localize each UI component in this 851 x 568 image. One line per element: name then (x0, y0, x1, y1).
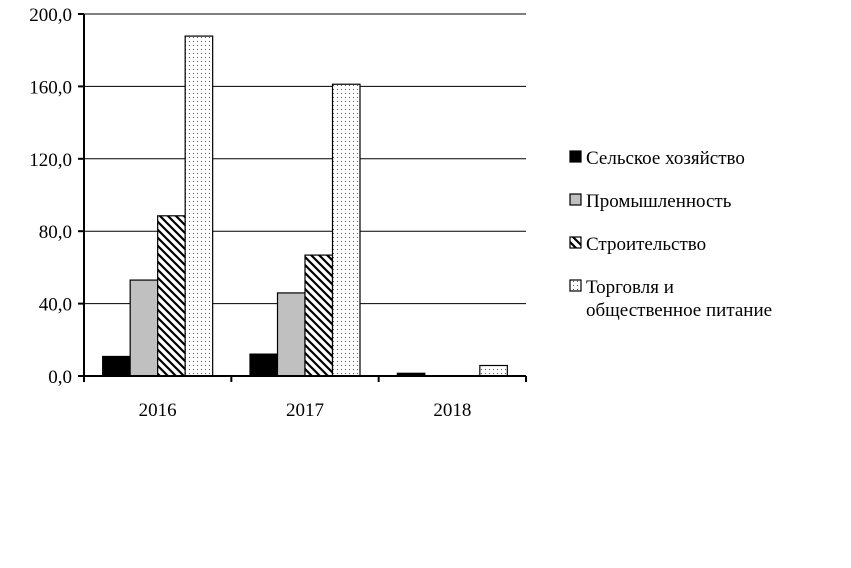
legend-label: Сельское хозяйство (586, 148, 745, 169)
legend-item: Сельское хозяйство (569, 148, 745, 169)
legend-label: Торговля и (586, 277, 674, 298)
y-tick-label: 40,0 (39, 295, 72, 316)
legend-label: Строительство (586, 234, 706, 255)
y-tick-label: 160,0 (29, 77, 72, 98)
bar (304, 254, 334, 377)
legend-item: Промышленность (569, 191, 732, 212)
y-tick-label: 120,0 (29, 150, 72, 171)
y-tick-label: 0,0 (48, 367, 72, 388)
y-tick-label: 200,0 (29, 5, 72, 26)
legend-label: общественное питание (586, 300, 772, 321)
y-tick-label: 80,0 (39, 222, 72, 243)
bar (102, 355, 131, 377)
legend-item: Строительство (569, 234, 706, 255)
x-tick-label: 2017 (286, 400, 324, 421)
bar (249, 353, 279, 377)
legend-swatch (569, 150, 582, 163)
legend-label: Промышленность (586, 191, 732, 212)
bar (479, 364, 508, 377)
bar (129, 279, 159, 377)
bar (157, 215, 186, 377)
legend-swatch (569, 279, 582, 292)
legend-swatch (569, 236, 582, 249)
bar (276, 292, 306, 377)
bar (331, 83, 361, 377)
bar (184, 35, 214, 377)
x-tick-label: 2018 (433, 400, 471, 421)
legend-swatch (569, 193, 582, 206)
x-tick-label: 2016 (139, 400, 177, 421)
